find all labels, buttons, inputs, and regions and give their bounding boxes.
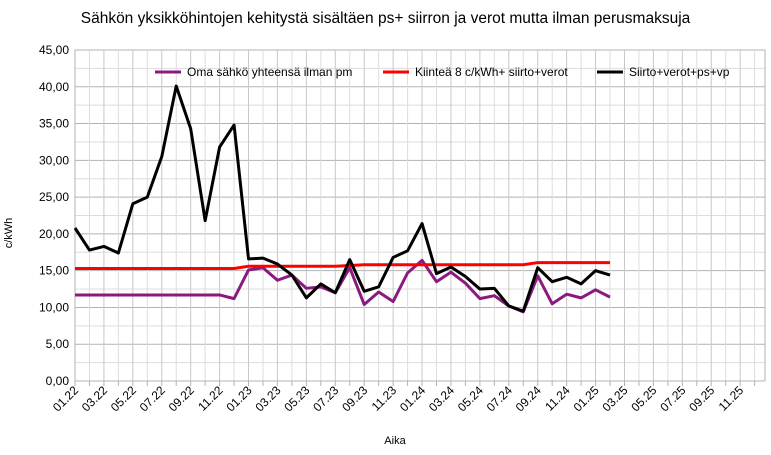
legend-label-1: Kiinteä 8 c/kWh+ siirto+verot — [415, 65, 568, 79]
x-tick-label: 01.23 — [224, 383, 255, 414]
y-tick-label: 5,00 — [46, 337, 70, 351]
y-tick-label: 15,00 — [39, 264, 69, 278]
x-tick-label: 05.25 — [628, 383, 659, 414]
legend-label-0: Oma sähkö yhteensä ilman pm — [187, 65, 352, 79]
legend-label-2: Siirto+verot+ps+vp — [629, 65, 730, 79]
x-tick-label: 11.23 — [369, 383, 400, 414]
x-tick-label: 05.23 — [281, 383, 312, 414]
x-tick-label: 01.25 — [571, 383, 602, 414]
x-tick-label: 09.23 — [339, 383, 370, 414]
x-tick-label: 11.25 — [716, 383, 747, 414]
x-tick-label: 03.25 — [599, 383, 630, 414]
x-tick-label: 03.24 — [426, 383, 457, 414]
x-tick-label: 11.22 — [195, 383, 226, 414]
chart-title: Sähkön yksikköhintojen kehitystä sisältä… — [80, 10, 691, 27]
x-tick-label: 01.24 — [397, 383, 428, 414]
y-tick-label: 35,00 — [39, 117, 69, 131]
y-tick-label: 40,00 — [39, 80, 69, 94]
series-line-1 — [75, 261, 611, 270]
y-tick-label: 10,00 — [39, 300, 69, 314]
x-tick-label: 09.25 — [686, 383, 717, 414]
x-tick-label: 11.24 — [542, 383, 573, 414]
y-tick-label: 45,00 — [39, 43, 69, 57]
x-tick-label: 07.23 — [310, 383, 341, 414]
x-tick-label: 05.24 — [455, 383, 486, 414]
x-tick-label: 09.22 — [166, 383, 197, 414]
y-tick-label: 25,00 — [39, 190, 69, 204]
x-tick-label: 07.24 — [484, 383, 515, 414]
x-tick-label: 07.25 — [657, 383, 688, 414]
x-tick-label: 03.23 — [252, 383, 283, 414]
y-tick-label: 0,00 — [46, 374, 70, 388]
x-axis-label: Aika — [384, 435, 406, 447]
x-tick-label: 07.22 — [137, 383, 168, 414]
x-tick-label: 03.22 — [79, 383, 110, 414]
y-tick-label: 30,00 — [39, 153, 69, 167]
series-line-2 — [73, 84, 611, 313]
y-tick-label: 20,00 — [39, 227, 69, 241]
y-axis-label: c/kWh — [3, 218, 15, 249]
x-tick-label: 09.24 — [513, 383, 544, 414]
x-tick-label: 05.22 — [108, 383, 139, 414]
